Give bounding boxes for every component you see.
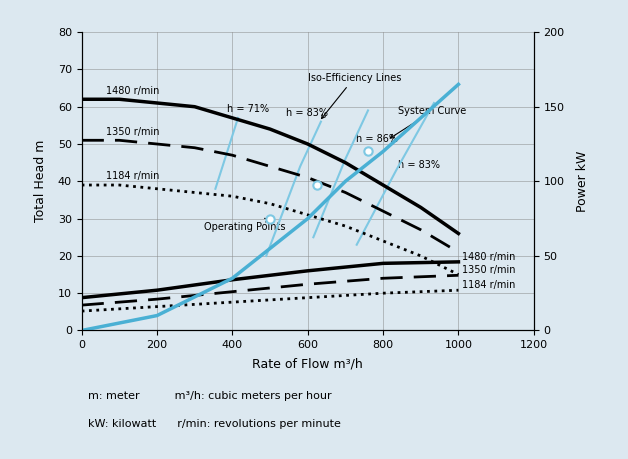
Text: System Curve: System Curve — [390, 106, 467, 138]
Text: kW: kilowatt      r/min: revolutions per minute: kW: kilowatt r/min: revolutions per minu… — [88, 419, 341, 429]
Text: 1184 r/min: 1184 r/min — [106, 172, 160, 181]
X-axis label: Rate of Flow m³/h: Rate of Flow m³/h — [252, 357, 363, 370]
Text: 1350 r/min: 1350 r/min — [106, 127, 160, 137]
Y-axis label: Total Head m: Total Head m — [34, 140, 46, 223]
Text: h = 83%: h = 83% — [286, 108, 328, 118]
Y-axis label: Power kW: Power kW — [576, 151, 589, 212]
Text: h = 83%: h = 83% — [398, 160, 440, 170]
Text: 1350 r/min: 1350 r/min — [462, 265, 516, 275]
Text: h = 86%: h = 86% — [355, 134, 398, 144]
Text: Operating Points: Operating Points — [204, 218, 286, 232]
Text: 1184 r/min: 1184 r/min — [462, 280, 516, 291]
Text: 1480 r/min: 1480 r/min — [462, 252, 516, 262]
Text: m: meter          m³/h: cubic meters per hour: m: meter m³/h: cubic meters per hour — [88, 392, 332, 401]
Text: Iso-Efficiency Lines: Iso-Efficiency Lines — [308, 73, 401, 118]
Text: h = 71%: h = 71% — [227, 104, 269, 114]
Text: 1480 r/min: 1480 r/min — [106, 86, 160, 95]
